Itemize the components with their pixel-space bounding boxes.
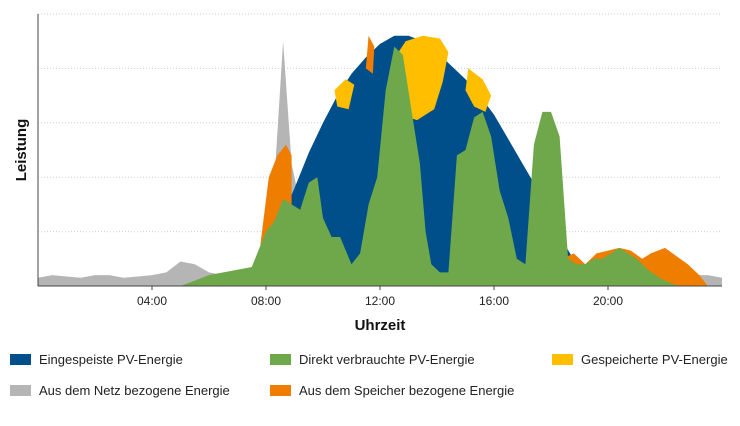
x-tick-label-0: 04:00 [137,294,167,308]
legend-label-2: Gespeicherte PV-Energie [581,352,728,367]
x-tick-label-3: 16:00 [479,294,509,308]
legend-label-1: Direkt verbrauchte PV-Energie [299,352,475,367]
x-tick-label-2: 12:00 [365,294,395,308]
x-axis-title: Uhrzeit [355,317,406,334]
legend-swatch-3 [10,385,31,396]
legend-swatch-2 [552,354,573,365]
series-region-gespeicherte-pv-energie-0 [334,79,355,110]
x-tick-labels: 04:00 08:00 12:00 16:00 20:00 [137,286,623,308]
legend-label-3: Aus dem Netz bezogene Energie [39,383,230,398]
series-region-gespeicherte-pv-energie-2 [465,68,492,112]
y-axis-title: Leistung [13,119,30,182]
legend: Eingespeiste PV-Energie Direkt verbraucht… [10,352,728,398]
x-tick-label-1: 08:00 [251,294,281,308]
series-layer [38,35,722,287]
legend-label-0: Eingespeiste PV-Energie [39,352,183,367]
legend-label-4: Aus dem Speicher bezogene Energie [299,383,514,398]
legend-swatch-4 [270,385,291,396]
legend-swatch-0 [10,354,31,365]
series-region-aus-dem-speicher-bezogene-energie-1 [365,35,375,74]
legend-swatch-1 [270,354,291,365]
x-tick-label-4: 20:00 [593,294,623,308]
series-region-aus-dem-speicher-bezogene-energie-0 [260,144,292,254]
series-area-direkt-verbrauchte-pv-energie [180,46,680,286]
